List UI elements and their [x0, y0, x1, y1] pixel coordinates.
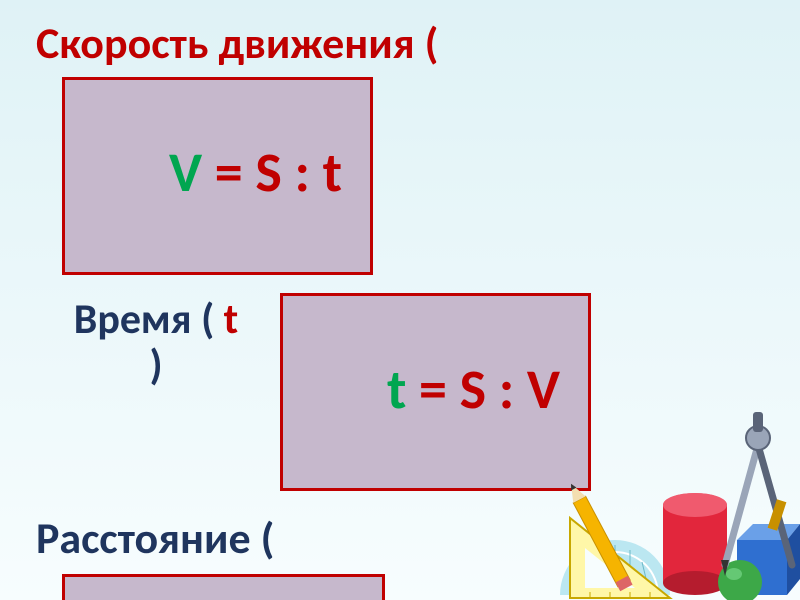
distance-title: Расстояние (: [36, 513, 764, 564]
time-formula-p4: :: [486, 356, 527, 424]
time-label: Время ( t ): [36, 297, 276, 389]
speed-formula-box: V = S : t: [62, 77, 373, 275]
speed-formula-p3: S: [255, 139, 281, 207]
time-formula-p3: S: [460, 356, 486, 424]
speed-title-text: Скорость движения (: [36, 16, 438, 70]
section-speed: Скорость движения ( V = S : t: [36, 18, 764, 275]
slide-content: Скорость движения ( V = S : t Время ( t …: [0, 0, 800, 600]
time-formula-box: t = S : V: [280, 293, 591, 491]
section-distance: Расстояние ( S = V • t: [36, 513, 764, 600]
speed-title: Скорость движения (: [36, 18, 764, 69]
distance-formula-box: S = V • t: [62, 574, 385, 600]
time-formula-p1: t: [387, 356, 406, 424]
speed-formula-p2: =: [202, 139, 255, 207]
time-label-pre: Время (: [74, 294, 224, 345]
speed-formula-p5: t: [323, 139, 342, 207]
time-label-var: t: [224, 294, 239, 345]
time-formula-p5: V: [527, 356, 560, 424]
speed-formula-p1: V: [169, 139, 202, 207]
distance-title-text: Расстояние (: [36, 511, 274, 565]
section-time: Время ( t ) t = S : V: [36, 291, 764, 491]
time-formula-p2: =: [406, 356, 459, 424]
speed-formula-p4: :: [282, 139, 323, 207]
time-label-close: ): [149, 340, 162, 391]
